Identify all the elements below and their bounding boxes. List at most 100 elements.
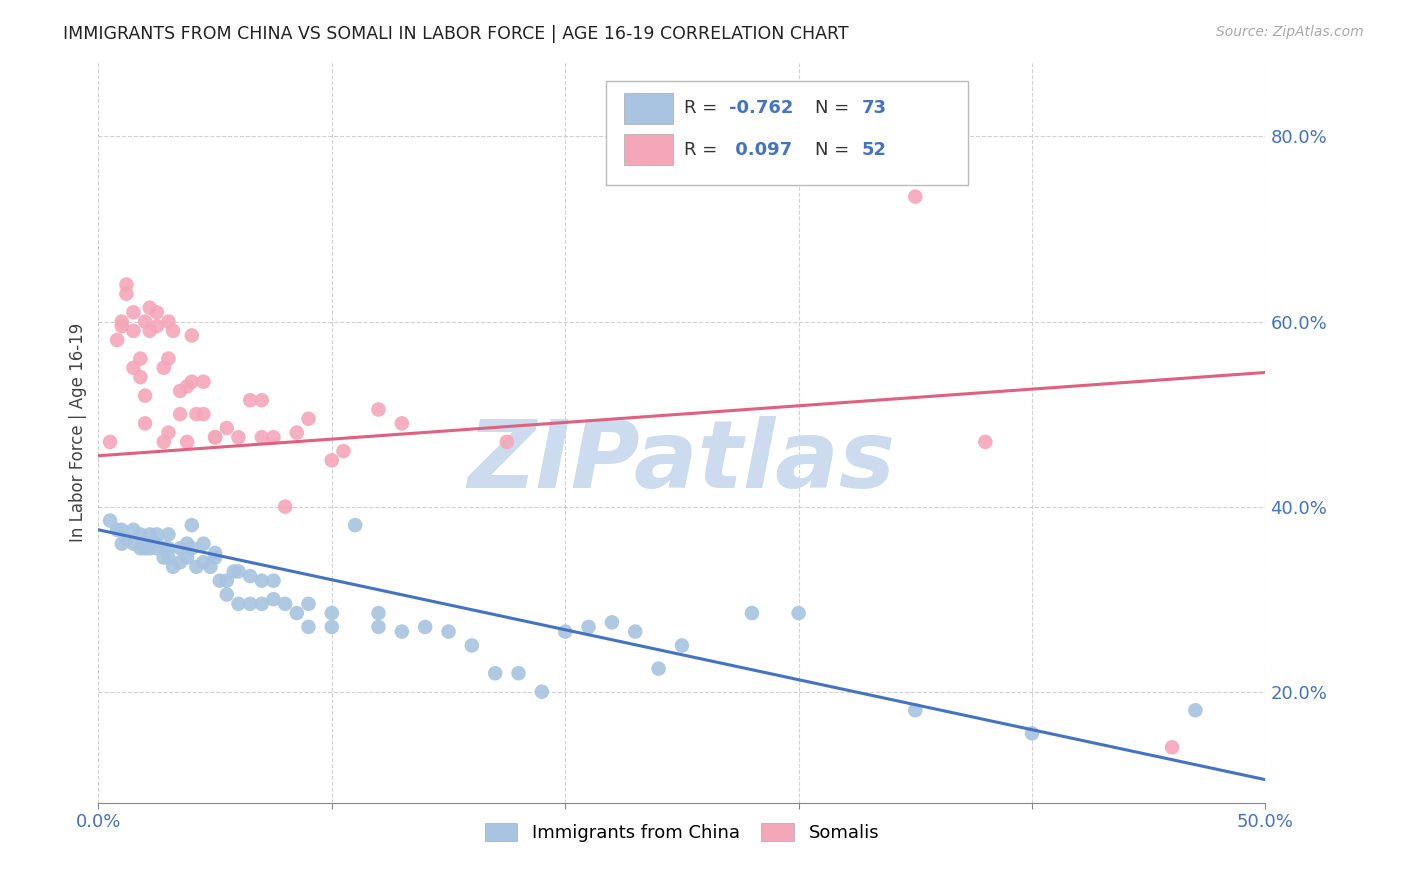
Point <box>285 606 308 620</box>
Point <box>176 434 198 449</box>
Point <box>904 703 927 717</box>
Point <box>134 389 156 403</box>
Point <box>146 541 169 556</box>
Point <box>484 666 506 681</box>
Point <box>139 527 162 541</box>
Point <box>344 518 367 533</box>
Point <box>250 574 273 588</box>
Point <box>262 430 284 444</box>
Point <box>111 314 134 328</box>
Point <box>122 305 145 319</box>
Point <box>186 407 208 421</box>
Point <box>215 421 238 435</box>
Y-axis label: In Labor Force | Age 16-19: In Labor Force | Age 16-19 <box>69 323 87 542</box>
Point <box>332 444 354 458</box>
Text: 0.097: 0.097 <box>728 141 792 159</box>
Point <box>111 319 134 334</box>
Point <box>391 624 413 639</box>
Text: Source: ZipAtlas.com: Source: ZipAtlas.com <box>1216 25 1364 39</box>
Point <box>162 559 184 574</box>
Point <box>111 536 134 550</box>
Point <box>193 555 215 569</box>
Text: 73: 73 <box>862 99 887 118</box>
Point <box>204 546 226 560</box>
Text: IMMIGRANTS FROM CHINA VS SOMALI IN LABOR FORCE | AGE 16-19 CORRELATION CHART: IMMIGRANTS FROM CHINA VS SOMALI IN LABOR… <box>63 25 849 43</box>
Point <box>180 375 202 389</box>
Point <box>169 384 191 398</box>
Point <box>129 541 152 556</box>
Text: N =: N = <box>815 141 855 159</box>
Point <box>200 559 222 574</box>
Point <box>115 277 138 292</box>
Point <box>204 550 226 565</box>
Point <box>624 624 647 639</box>
Point <box>157 541 180 556</box>
Point <box>134 417 156 431</box>
Point <box>367 620 389 634</box>
Point <box>228 565 250 579</box>
Point <box>111 523 134 537</box>
Point <box>367 402 389 417</box>
Point <box>152 541 174 556</box>
FancyBboxPatch shape <box>606 81 967 185</box>
Point <box>139 301 162 315</box>
Point <box>169 541 191 556</box>
Point <box>1021 726 1043 740</box>
Point <box>176 536 198 550</box>
Point <box>134 314 156 328</box>
Point <box>671 639 693 653</box>
Point <box>98 434 121 449</box>
Point <box>297 411 319 425</box>
Point <box>496 434 519 449</box>
Point <box>647 662 669 676</box>
Point <box>741 606 763 620</box>
Point <box>176 379 198 393</box>
Point <box>115 532 138 546</box>
Point <box>554 624 576 639</box>
Point <box>105 333 128 347</box>
Point <box>228 597 250 611</box>
Point <box>321 620 343 634</box>
Point <box>193 407 215 421</box>
Point <box>391 417 413 431</box>
Point <box>146 527 169 541</box>
Point <box>250 430 273 444</box>
Text: R =: R = <box>685 99 723 118</box>
Point <box>787 606 810 620</box>
Legend: Immigrants from China, Somalis: Immigrants from China, Somalis <box>478 815 886 849</box>
Text: 52: 52 <box>862 141 887 159</box>
Point <box>122 536 145 550</box>
Point <box>413 620 436 634</box>
Point <box>152 360 174 375</box>
Point <box>297 620 319 634</box>
Point <box>239 393 262 408</box>
Point <box>157 314 180 328</box>
Point <box>180 541 202 556</box>
Point <box>146 305 169 319</box>
Text: -0.762: -0.762 <box>728 99 793 118</box>
Point <box>157 550 180 565</box>
Point <box>129 527 152 541</box>
Point <box>134 536 156 550</box>
Point <box>239 597 262 611</box>
Point <box>152 434 174 449</box>
Point <box>208 574 231 588</box>
Point <box>122 360 145 375</box>
Point <box>98 514 121 528</box>
Point <box>239 569 262 583</box>
Point <box>129 351 152 366</box>
Point <box>530 685 553 699</box>
Point <box>152 550 174 565</box>
Point <box>297 597 319 611</box>
Point <box>215 574 238 588</box>
FancyBboxPatch shape <box>624 135 672 165</box>
Point <box>285 425 308 440</box>
Point <box>139 324 162 338</box>
FancyBboxPatch shape <box>624 93 672 124</box>
Point <box>122 324 145 338</box>
Point <box>193 536 215 550</box>
Point <box>134 541 156 556</box>
Point <box>250 597 273 611</box>
Point <box>176 550 198 565</box>
Point <box>904 189 927 203</box>
